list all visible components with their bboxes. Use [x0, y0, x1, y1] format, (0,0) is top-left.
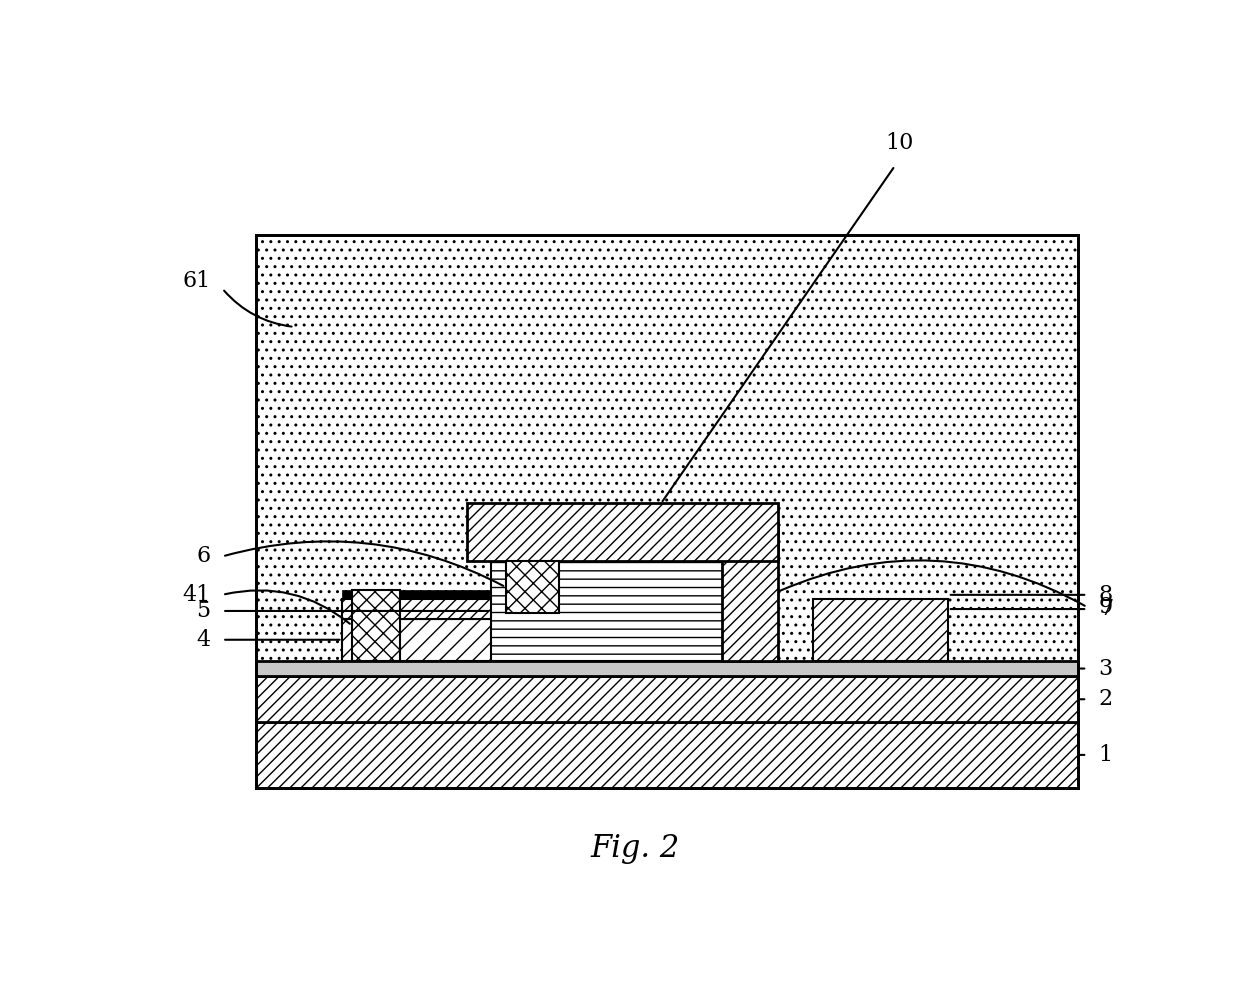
Bar	[255, 722, 1078, 788]
Bar	[342, 599, 665, 618]
Bar	[342, 618, 665, 661]
Bar	[342, 590, 665, 599]
Text: 4: 4	[197, 629, 211, 651]
Bar	[255, 676, 1078, 722]
Bar	[255, 234, 1078, 788]
Text: 10: 10	[885, 133, 914, 155]
Bar	[491, 561, 755, 661]
Bar	[506, 561, 558, 613]
Bar	[467, 503, 777, 561]
Bar	[255, 234, 1078, 788]
Bar	[255, 661, 1078, 676]
Text: 2: 2	[1099, 688, 1112, 710]
Text: 9: 9	[1099, 596, 1112, 618]
Text: 5: 5	[197, 600, 211, 622]
Bar	[352, 590, 401, 661]
Text: 8: 8	[1099, 584, 1114, 606]
Text: 1: 1	[1099, 744, 1112, 766]
Text: Fig. 2: Fig. 2	[591, 833, 680, 864]
Bar	[722, 522, 777, 661]
Bar	[255, 234, 1078, 788]
Bar	[813, 599, 947, 661]
Text: 6: 6	[197, 545, 211, 567]
Text: 7: 7	[1099, 598, 1112, 620]
Text: 61: 61	[182, 270, 211, 292]
Text: 41: 41	[182, 584, 211, 606]
Text: 3: 3	[1099, 658, 1114, 680]
